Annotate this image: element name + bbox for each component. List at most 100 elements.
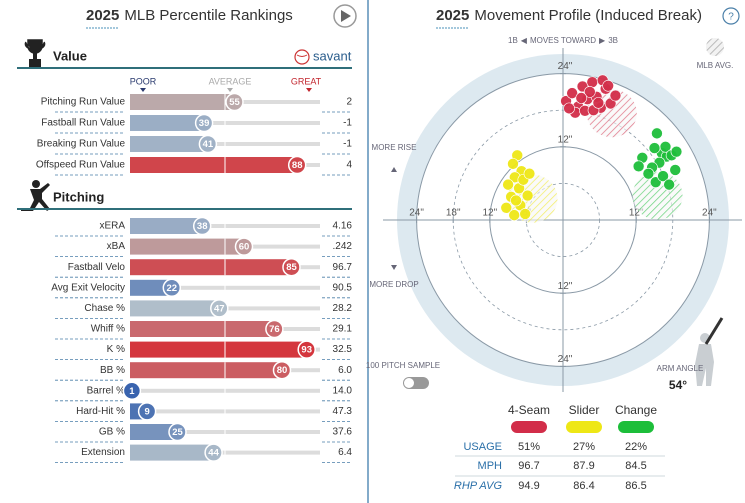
percentile-bar	[130, 444, 214, 461]
pitcher-icon	[21, 180, 50, 211]
table-cell: 22%	[625, 441, 647, 453]
percentile-bar	[130, 341, 307, 358]
metric-value: -1	[343, 118, 352, 129]
metric-name: K %	[107, 344, 125, 355]
metric-name: Barrel %	[87, 385, 125, 396]
savant-logo[interactable]: savant	[294, 48, 352, 65]
percentile-marker	[297, 340, 316, 359]
x-tick-label: 12"	[482, 208, 497, 219]
section-title: Pitching	[53, 189, 104, 204]
metric-value: 37.6	[333, 427, 353, 438]
table-cell: 84.5	[625, 460, 646, 472]
metric-name: Whiff %	[91, 324, 125, 335]
movement-title: 2025 Movement Profile (Induced Break)	[436, 7, 702, 24]
section-title: Value	[53, 48, 87, 63]
metric-value: 2	[346, 97, 352, 108]
metric-name: Fastball Run Value	[41, 118, 125, 129]
metric-value: 14.0	[333, 385, 353, 396]
percentile-marker	[282, 257, 301, 277]
more-rise: MORE RISE	[372, 143, 417, 152]
pitch-point	[648, 142, 661, 154]
percentile-label: 88	[292, 160, 303, 171]
title-year: 2025	[436, 7, 469, 24]
percentile-label: 60	[239, 242, 250, 253]
direction-right: 3B	[608, 36, 618, 45]
percentile-bar	[130, 279, 172, 296]
x-tick-label: 18"	[446, 208, 461, 219]
percentile-marker	[210, 299, 229, 318]
mlb-avg-label: MLB AVG.	[697, 61, 734, 70]
percentile-label: 93	[301, 345, 312, 356]
metric-name: Avg Exit Velocity	[51, 282, 125, 293]
pitch-point	[586, 76, 599, 88]
pitch-point	[651, 127, 663, 140]
metric-name: BB %	[100, 365, 125, 376]
scale-average: AVERAGE	[209, 76, 252, 86]
title-year: 2025	[86, 7, 119, 24]
toggle-knob[interactable]	[404, 378, 414, 388]
metric-value: 4	[346, 160, 352, 171]
y-tick-label: 24"	[558, 61, 573, 72]
arrow-left: ◀	[521, 36, 528, 45]
pitch-point	[584, 86, 596, 98]
help-circle[interactable]	[722, 7, 740, 25]
metric-name: Chase %	[84, 303, 125, 314]
percentile-label: 39	[199, 118, 210, 129]
percentile-label: 1	[129, 386, 135, 397]
metric-name: Offspeed Run Value	[36, 160, 126, 171]
table-cell: 51%	[518, 441, 540, 453]
savant-text[interactable]: savant	[313, 48, 352, 63]
title-text: MLB Percentile Rankings	[124, 7, 292, 24]
metric-value: 90.5	[333, 282, 353, 293]
drop-arrow	[391, 265, 397, 270]
percentile-marker	[194, 113, 214, 133]
pitch-point	[519, 208, 531, 220]
percentile-marker	[137, 402, 157, 421]
metric-value: 47.3	[333, 406, 353, 417]
percentile-bar	[130, 362, 282, 379]
pitch-point	[521, 189, 534, 202]
percentile-label: 41	[203, 139, 214, 150]
movement-plot: 24"18"12"6"12"24"24"12"12"24"	[383, 48, 742, 392]
percentile-bar	[130, 136, 208, 152]
pitch-table: USAGE MPH RHP AVG 4-Seam 51% 96.7 94.9 Slider 27…	[454, 403, 665, 492]
great-arrow	[306, 88, 312, 92]
row-label: RHP AVG	[454, 480, 503, 492]
plot-overlay	[500, 74, 683, 223]
pitch-point	[523, 167, 536, 180]
sample-toggle[interactable]	[403, 377, 429, 389]
arrow-right: ▶	[599, 36, 606, 45]
percentile-label: 22	[167, 283, 178, 294]
percentile-bar	[130, 115, 205, 131]
play-button[interactable]	[333, 4, 357, 28]
pitch-point	[575, 92, 588, 104]
pitch-pill	[566, 421, 602, 433]
percentile-bar	[130, 238, 244, 255]
more-drop: MORE DROP	[369, 280, 418, 289]
table-cell: 27%	[573, 441, 595, 453]
help-icon[interactable]: ?	[728, 12, 734, 23]
play-icon[interactable]	[341, 10, 351, 22]
scale-poor: POOR	[130, 76, 157, 86]
metric-name: Pitching Run Value	[41, 97, 126, 108]
metric-value: 28.2	[333, 303, 353, 314]
metric-name: xERA	[99, 221, 125, 232]
metric-value: -1	[343, 139, 352, 150]
pitch-point	[663, 178, 675, 191]
help-button[interactable]: ?	[722, 7, 740, 25]
average-arrow	[227, 88, 233, 92]
pitch-point	[500, 202, 513, 214]
percentile-bar	[130, 424, 178, 440]
pitch-point	[592, 97, 605, 109]
x-tick-label: 12"	[629, 208, 644, 219]
arm-angle-figure	[695, 317, 724, 386]
pitch-pill	[511, 421, 547, 433]
percentile-marker	[192, 216, 212, 236]
table-cell: 86.5	[625, 480, 646, 492]
percentile-label: 80	[277, 365, 288, 376]
x-tick-label: 24"	[702, 208, 717, 219]
metric-name: Fastball Velo	[68, 262, 126, 273]
table-cell: 86.4	[573, 480, 594, 492]
percentile-label: 47	[214, 303, 225, 314]
